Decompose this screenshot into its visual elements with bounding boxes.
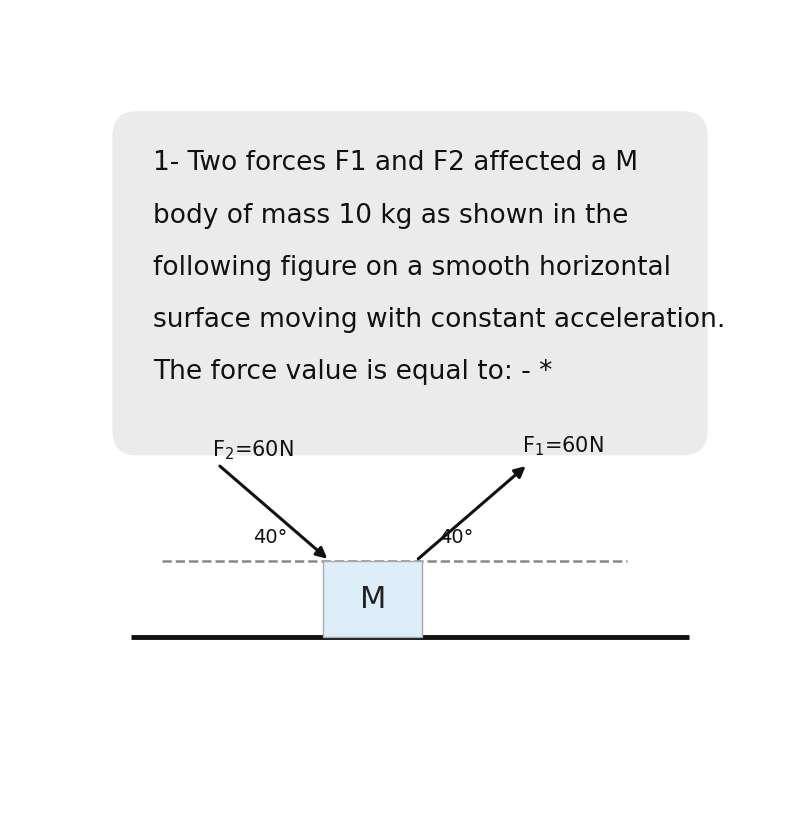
- Text: The force value is equal to: - *: The force value is equal to: - *: [153, 359, 552, 385]
- Text: F$_1$=60N: F$_1$=60N: [522, 433, 603, 457]
- Text: body of mass 10 kg as shown in the: body of mass 10 kg as shown in the: [153, 203, 628, 228]
- Text: surface moving with constant acceleration.: surface moving with constant acceleratio…: [153, 307, 725, 332]
- Text: following figure on a smooth horizontal: following figure on a smooth horizontal: [153, 255, 670, 280]
- Text: 1- Two forces F1 and F2 affected a M: 1- Two forces F1 and F2 affected a M: [153, 151, 638, 176]
- Text: F$_2$=60N: F$_2$=60N: [211, 438, 294, 461]
- Text: 40°: 40°: [439, 528, 474, 546]
- FancyBboxPatch shape: [112, 112, 708, 456]
- FancyBboxPatch shape: [323, 561, 422, 638]
- Text: M: M: [360, 585, 386, 614]
- Text: 40°: 40°: [254, 528, 288, 546]
